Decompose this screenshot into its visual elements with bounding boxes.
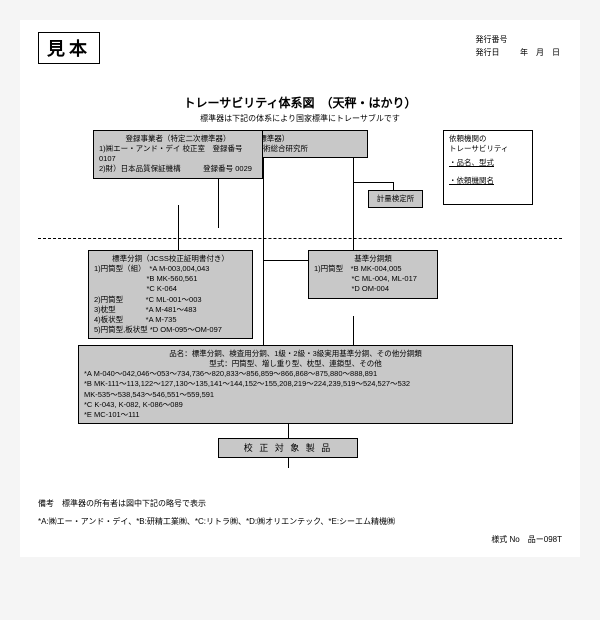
node-text: 1)㈱エー・アンド・デイ 校正室 登録番号 0107 xyxy=(99,144,257,164)
footer-line: *A:㈱エー・アンド・デイ、*B:研精工業㈱、*C:リトラ㈱、*D:㈱オリエンテ… xyxy=(38,516,562,528)
traceability-chart: 質量標準（特定標準器） 独立行政法人 産業技術総合研究所 登録事業者（特定二次標… xyxy=(38,130,562,490)
connector-line xyxy=(353,182,393,183)
node-row: 1)円筒型 *B MK-004,005 xyxy=(314,264,432,274)
subtitle: 標準器は下記の体系により国家標準にトレーサブルです xyxy=(38,113,562,124)
node-jcss-weights: 標準分銅（JCSS校正証明書付き） 1)円筒型（組） *A M-003,004,… xyxy=(88,250,253,339)
node-verification-office: 計量検定所 xyxy=(368,190,423,208)
node-row: 5)円筒型,板状型 *D OM-095～OM-097 xyxy=(94,325,247,335)
node-row: *C K-043, K-082, K-086～089 xyxy=(84,400,507,410)
node-reference-weights: 基準分銅類 1)円筒型 *B MK-004,005 *C ML-004, ML-… xyxy=(308,250,438,299)
header-meta: 発行番号 発行日 年 月 日 xyxy=(476,34,560,60)
node-header: 標準分銅（JCSS校正証明書付き） xyxy=(94,254,247,264)
node-text: 型式：円筒型、増し重り型、枕型、連鎖型、その他 xyxy=(84,359,507,369)
node-calibration-target: 校 正 対 象 製 品 xyxy=(218,438,358,458)
node-row: MK-535～538,543～546,551～559,591 xyxy=(84,390,507,400)
node-row: *C K-064 xyxy=(94,284,247,294)
issue-date-row: 発行日 年 月 日 xyxy=(476,47,560,60)
node-text: ・品名、型式 xyxy=(449,158,527,168)
footer-notes: 備考 標準器の所有者は図中下記の略号で表示 *A:㈱エー・アンド・デイ、*B:研… xyxy=(38,498,562,528)
node-text: 計量検定所 xyxy=(377,194,415,203)
node-row: *A M-040～042,046～053～734,736～820,833～856… xyxy=(84,369,507,379)
node-row: 4)板状型 *A M-735 xyxy=(94,315,247,325)
form-number: 様式 No 品ー098T xyxy=(38,534,562,545)
issue-number-label: 発行番号 xyxy=(476,34,560,47)
node-row: 2)円筒型 *C ML-001～003 xyxy=(94,295,247,305)
footer-line: 備考 標準器の所有者は図中下記の略号で表示 xyxy=(38,498,562,510)
sample-stamp: 見本 xyxy=(38,32,100,64)
node-client-traceability: 依頼機関の トレーサビリティ ・品名、型式 ・依頼機関名 xyxy=(443,130,533,205)
node-row: *B MK-111～113,122～127,130～135,141～144,15… xyxy=(84,379,507,389)
node-text: 登録事業者（特定二次標準器） xyxy=(99,134,257,144)
node-registered-operators: 登録事業者（特定二次標準器） 1)㈱エー・アンド・デイ 校正室 登録番号 010… xyxy=(93,130,263,179)
node-row: *C ML-004, ML-017 xyxy=(314,274,432,284)
node-product-names: 品名：標準分銅、検査用分銅、1級・2級・3級実用基準分銅、その他分銅類 型式：円… xyxy=(78,345,513,424)
node-text: 校 正 対 象 製 品 xyxy=(244,443,333,453)
node-row: *B MK-560,561 xyxy=(94,274,247,284)
document-page: 見本 発行番号 発行日 年 月 日 トレーサビリティ体系図 （天秤・はかり） 標… xyxy=(20,20,580,557)
node-text: トレーサビリティ xyxy=(449,144,527,154)
node-text: 2)財）日本品質保証機構 登録番号 0029 xyxy=(99,164,257,174)
dashed-separator xyxy=(38,238,562,239)
issue-date-parts: 年 月 日 xyxy=(520,48,560,57)
node-row: *E MC-101～111 xyxy=(84,410,507,420)
main-title: トレーサビリティ体系図 （天秤・はかり） xyxy=(38,94,562,111)
issue-date-label: 発行日 xyxy=(476,48,500,57)
node-row: *D OM-004 xyxy=(314,284,432,294)
node-text: 品名：標準分銅、検査用分銅、1級・2級・3級実用基準分銅、その他分銅類 xyxy=(84,349,507,359)
node-row: 3)枕型 *A M-481～483 xyxy=(94,305,247,315)
connector-line xyxy=(393,182,394,190)
node-text: ・依頼機関名 xyxy=(449,176,527,186)
node-text: 依頼機関の xyxy=(449,134,527,144)
node-row: 1)円筒型（組） *A M-003,004,043 xyxy=(94,264,247,274)
node-header: 基準分銅類 xyxy=(314,254,432,264)
